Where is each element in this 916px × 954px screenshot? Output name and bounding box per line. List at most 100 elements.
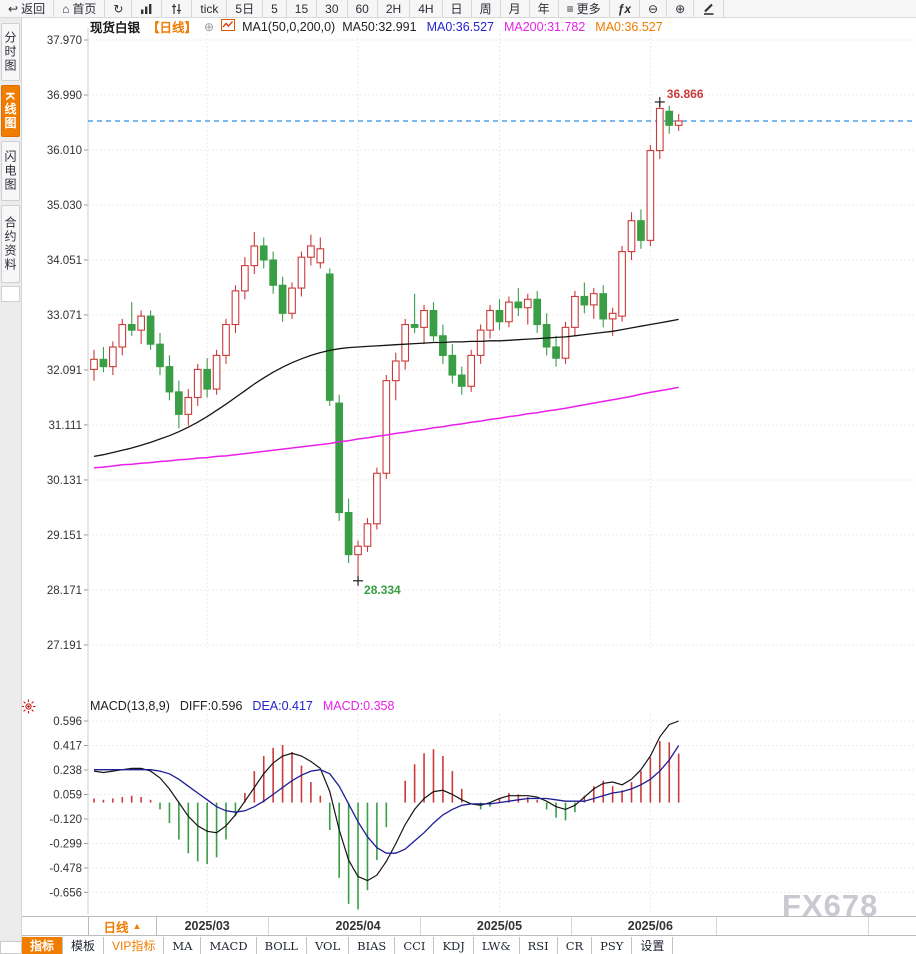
corner-box xyxy=(0,941,22,954)
macd-value-label: DIFF:0.596 xyxy=(179,698,243,713)
period-15m-label: 15 xyxy=(294,1,309,16)
more-button[interactable]: ≡ 更多 xyxy=(559,0,610,17)
period-2h[interactable]: 2H xyxy=(378,0,411,17)
sidebar-tab-lightning[interactable]: 闪电图 xyxy=(1,141,20,201)
ma-values: MA50:32.991 MA0:36.527 MA200:31.782 MA0:36.… xyxy=(342,20,663,34)
indicator-tab-cci[interactable]: CCI xyxy=(395,937,435,954)
add-indicator-icon[interactable]: ⊕ xyxy=(204,19,215,34)
toolbar: ↩ 返回 ⌂ 首页 ↻ tick 5日 5 15 30 60 2H 4H 日周月 年 ≡ 更多 ƒx ⊖ ⊕ xyxy=(0,0,916,18)
indicator-tab-vip[interactable]: VIP指标 xyxy=(104,937,165,954)
axis-cell-divider xyxy=(268,917,269,935)
period-60m[interactable]: 60 xyxy=(348,0,378,17)
macd-value-label: MACD(13,8,9) xyxy=(90,698,170,713)
period-60m-label: 60 xyxy=(355,1,369,16)
indicator-sliders-button[interactable] xyxy=(162,0,193,17)
indicator-tab-14[interactable]: 设置 xyxy=(632,937,674,954)
back-button[interactable]: ↩ 返回 xyxy=(0,0,55,17)
bar-chart-button[interactable] xyxy=(132,0,163,17)
period-month[interactable]: 月 xyxy=(501,0,530,17)
macd-tick-label: -0.478 xyxy=(49,863,82,875)
ma-value-label: MA200:31.782 xyxy=(503,19,586,34)
home-button-label: 首页 xyxy=(72,2,97,16)
indicator-tab-boll[interactable]: BOLL xyxy=(257,937,307,954)
sidebar-tab-time-share[interactable]: 分时图 xyxy=(1,23,20,81)
indicator-settings-icon[interactable] xyxy=(21,699,36,719)
candlestick-series xyxy=(90,101,683,581)
fx-button[interactable]: ƒx xyxy=(610,0,640,17)
month-label: 2025/04 xyxy=(335,919,381,933)
period-selector-label: 日线 xyxy=(103,920,129,935)
period-4h-label: 4H xyxy=(418,1,434,16)
zoom-out-button[interactable]: ⊖ xyxy=(640,0,668,17)
period-year-label: 年 xyxy=(537,2,550,16)
price-tick-label: 27.191 xyxy=(47,640,82,652)
period-15m[interactable]: 15 xyxy=(287,0,318,17)
indicator-sliders-icon xyxy=(170,3,183,15)
macd-tick-label: 0.238 xyxy=(53,765,82,777)
period-5m[interactable]: 5 xyxy=(263,0,287,17)
period-2h-label: 2H xyxy=(385,1,402,16)
sidebar-tab-contract-info[interactable]: 合约资料 xyxy=(1,205,20,283)
sidebar-empty-slot xyxy=(1,286,20,302)
high-annotation: 36.866 xyxy=(667,87,704,101)
refresh-icon: ↻ xyxy=(113,1,124,16)
home-button[interactable]: ⌂ 首页 xyxy=(54,0,106,17)
indicator-tab-bar: 指标 模板 VIP指标 MA MACD BOLL VOL BIAS CCI KDJ LW& RSI CR… xyxy=(22,937,674,954)
bar-chart-icon xyxy=(140,3,153,15)
macd-axis: 0.596 0.417 0.238 0.059 -0.120 -0.299 -0.478 -0… xyxy=(49,716,916,899)
period-30m[interactable]: 30 xyxy=(317,0,348,17)
period-selector-button[interactable]: 日线 ▲ xyxy=(88,917,157,935)
price-tick-label: 28.171 xyxy=(47,585,82,597)
mini-chart-icon xyxy=(221,19,236,34)
zoom-out-icon: ⊖ xyxy=(648,1,659,16)
refresh-button[interactable]: ↻ xyxy=(105,0,133,17)
axis-cell-divider xyxy=(716,917,717,935)
period-day[interactable]: 日 xyxy=(443,0,472,17)
axis-cell-divider xyxy=(571,917,572,935)
period-tag: 【日线】 xyxy=(147,21,198,35)
more-button-label: 更多 xyxy=(576,2,601,16)
indicator-tab-ma[interactable]: MA xyxy=(164,937,202,954)
macd-tick-label: 0.059 xyxy=(53,789,82,801)
axis-cell-divider xyxy=(420,917,421,935)
indicator-tab-rsi[interactable]: RSI xyxy=(520,937,558,954)
draw-button[interactable] xyxy=(694,0,725,17)
price-tick-label: 37.970 xyxy=(47,35,82,47)
indicator-tab-kdj[interactable]: KDJ xyxy=(434,937,474,954)
macd-dea-line xyxy=(94,745,680,854)
indicator-tab-macd[interactable]: MACD xyxy=(201,937,257,954)
ma-value-label: MA50:32.991 xyxy=(342,19,417,34)
macd-diff-line xyxy=(93,720,679,882)
indicator-tab-psy[interactable]: PSY xyxy=(592,937,633,954)
ma50-line xyxy=(93,318,679,458)
indicator-tab-0[interactable]: 指标 xyxy=(22,937,64,954)
indicator-tab-vol[interactable]: VOL xyxy=(307,937,350,954)
indicator-tab-lw[interactable]: LW& xyxy=(474,937,520,954)
pencil-icon xyxy=(702,2,715,15)
price-tick-label: 33.071 xyxy=(47,310,82,322)
zoom-in-button[interactable]: ⊕ xyxy=(667,0,695,17)
period-week[interactable]: 周 xyxy=(472,0,501,17)
period-4h[interactable]: 4H xyxy=(410,0,443,17)
indicator-tab-cr[interactable]: CR xyxy=(558,937,593,954)
month-label: 2025/03 xyxy=(184,919,230,933)
period-year[interactable]: 年 xyxy=(530,0,559,17)
chevron-up-icon: ▲ xyxy=(132,921,142,931)
macd-tick-label: -0.299 xyxy=(49,838,82,850)
price-tick-label: 32.091 xyxy=(47,365,82,377)
macd-tick-label: 0.417 xyxy=(53,740,82,752)
period-5d[interactable]: 5日 xyxy=(227,0,264,17)
sidebar-tab-kline[interactable]: K线图 xyxy=(1,85,20,137)
period-5d-label: 5日 xyxy=(235,2,255,16)
period-month-label: 月 xyxy=(508,2,521,16)
indicator-tab-1[interactable]: 模板 xyxy=(63,937,105,954)
period-30m-label: 30 xyxy=(325,1,339,16)
price-tick-label: 31.111 xyxy=(49,420,82,432)
macd-tick-label: -0.656 xyxy=(49,887,82,899)
period-tick[interactable]: tick xyxy=(192,0,228,17)
time-axis-strip: 日线 ▲ 2025/03 2025/04 2025/05 2025/06 xyxy=(22,916,916,936)
indicator-tab-bias[interactable]: BIAS xyxy=(349,937,396,954)
price-tick-label: 29.151 xyxy=(47,530,82,542)
